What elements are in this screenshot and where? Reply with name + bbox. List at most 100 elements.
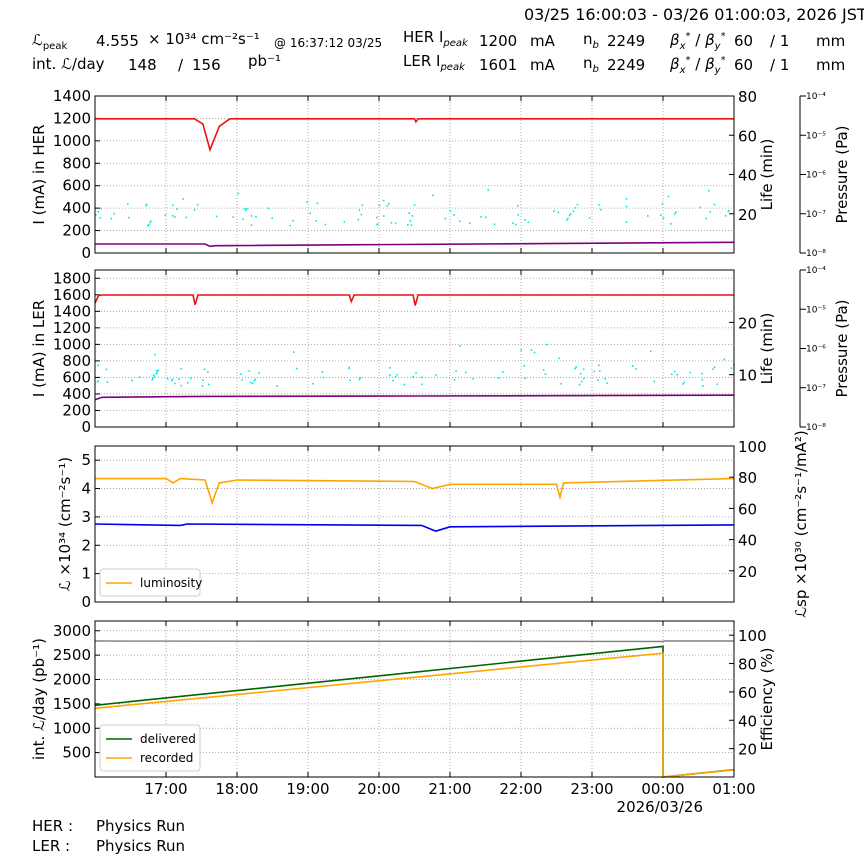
life-point (172, 215, 174, 217)
life-point (99, 217, 102, 219)
life-point (572, 210, 575, 213)
life-point (553, 210, 555, 213)
life-point (724, 215, 727, 217)
her-peak-label: HER Ipeak (403, 28, 468, 49)
y2-tick-label: 40 (738, 167, 757, 185)
life-point (480, 216, 482, 218)
life-point (201, 385, 204, 387)
life-point (465, 371, 467, 374)
life-point (598, 364, 600, 366)
life-point (276, 385, 278, 387)
y-axis-label: int. ℒ/day (pb⁻¹) (30, 638, 48, 760)
life-point (322, 376, 325, 379)
y-tick-label: 2 (81, 536, 91, 554)
life-point (242, 218, 244, 221)
life-point (185, 216, 188, 219)
life-point (178, 378, 180, 380)
life-point (253, 380, 256, 382)
life-point (196, 203, 199, 206)
life-point (667, 195, 670, 198)
life-point (659, 214, 662, 217)
life-point (147, 225, 149, 227)
y-tick-label: 3000 (53, 622, 91, 640)
life-point (249, 381, 252, 384)
y-tick-label: 600 (62, 368, 91, 386)
life-point (635, 368, 637, 370)
life-point (296, 367, 298, 370)
life-point (598, 203, 600, 206)
axes-frame (94, 620, 735, 778)
her-status-value: Physics Run (96, 817, 186, 835)
life-point (150, 220, 152, 223)
pressure-tick-label: 10⁻⁸ (806, 423, 826, 433)
lum-peak-label: ℒpeak (32, 31, 68, 52)
life-point (625, 205, 628, 208)
life-point (250, 224, 253, 226)
y-tick-label: 1800 (53, 269, 91, 287)
life-point (292, 219, 294, 222)
life-point (520, 349, 523, 352)
life-point (128, 216, 130, 219)
life-point (713, 366, 716, 369)
panel-luminosity (94, 445, 735, 603)
life-point (682, 383, 684, 385)
y-tick-label: 1200 (53, 109, 91, 127)
life-point (625, 198, 628, 200)
life-point (530, 349, 533, 351)
life-point (524, 218, 526, 221)
life-point (512, 222, 514, 224)
ler-beta-unit: mm (816, 56, 846, 74)
life-point (157, 369, 160, 372)
ler-nb-value: 2249 (607, 56, 646, 74)
life-point (152, 374, 155, 376)
life-point (435, 374, 437, 376)
y2-tick-label: 20 (738, 314, 757, 332)
life-point (171, 204, 174, 206)
life-point (705, 217, 707, 220)
life-point (106, 381, 109, 383)
pressure-tick-label: 10⁻⁴ (806, 266, 826, 276)
life-point (432, 194, 434, 197)
life-point (411, 215, 414, 217)
life-point (709, 211, 712, 213)
life-point (357, 218, 360, 221)
y2-tick-label: 60 (738, 684, 757, 702)
pressure-tick-label: 10⁻⁴ (806, 92, 826, 102)
x-tick-label: 19:00 (286, 780, 329, 798)
y-tick-label: 500 (62, 744, 91, 762)
life-point (271, 217, 274, 219)
life-point (390, 221, 393, 224)
y-axis-label: I (mA) in HER (30, 124, 48, 224)
legend-label-recorded: recorded (140, 751, 193, 765)
y-tick-label: 1400 (53, 87, 91, 105)
y-tick-label: 0 (81, 593, 91, 611)
life-point (599, 208, 602, 211)
life-point (469, 222, 471, 225)
life-point (255, 216, 257, 218)
her-status-label: HER : (32, 817, 74, 835)
life-point (394, 375, 397, 378)
life-point (455, 370, 457, 372)
life-point (647, 215, 649, 217)
life-point (193, 208, 196, 211)
y2-tick-label: 100 (738, 627, 767, 645)
life-point (361, 204, 364, 207)
life-point (237, 192, 240, 195)
life-point (712, 368, 714, 371)
pressure-tick-label: 10⁻⁵ (806, 305, 826, 315)
life-point (248, 370, 250, 372)
life-point (180, 384, 183, 387)
life-point (566, 219, 568, 221)
series-current (95, 118, 734, 153)
y2-tick-label: 60 (738, 500, 757, 518)
life-point (254, 378, 257, 381)
life-point (701, 372, 703, 375)
ler-nb-label: nb (583, 54, 599, 75)
life-point (110, 217, 112, 220)
life-point (348, 366, 351, 369)
life-point (604, 377, 606, 380)
life-point (444, 217, 447, 220)
y2-tick-label: 20 (738, 206, 757, 224)
x-tick-label: 18:00 (215, 780, 258, 798)
x-tick-label: 22:00 (499, 780, 542, 798)
